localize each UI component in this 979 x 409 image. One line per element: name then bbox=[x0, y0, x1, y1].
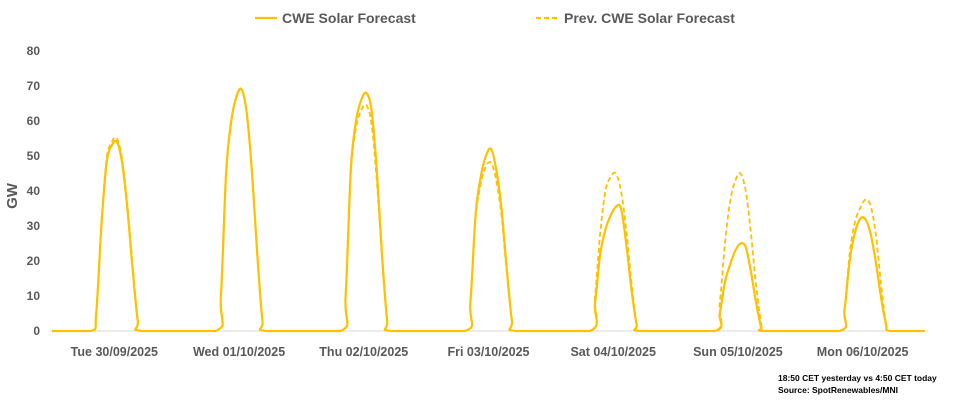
y-tick-label: 10 bbox=[27, 289, 41, 303]
y-tick-label: 80 bbox=[27, 44, 41, 58]
series-line-current bbox=[52, 87, 925, 333]
x-tick-label: Sat 04/10/2025 bbox=[570, 345, 656, 359]
legend: CWE Solar Forecast Prev. CWE Solar Forec… bbox=[255, 10, 735, 26]
y-axis-label: GW bbox=[4, 182, 21, 209]
x-tick-label: Sun 05/10/2025 bbox=[693, 345, 783, 359]
y-tick-label: 50 bbox=[27, 149, 41, 163]
x-tick-label: Thu 02/10/2025 bbox=[319, 345, 408, 359]
y-tick-label: 30 bbox=[27, 219, 41, 233]
legend-item-current: CWE Solar Forecast bbox=[255, 10, 416, 26]
legend-label-previous: Prev. CWE Solar Forecast bbox=[564, 10, 735, 26]
y-axis-ticks: 0 10 20 30 40 50 60 70 80 bbox=[27, 44, 41, 338]
footnote-comparison: 18:50 CET yesterday vs 4:50 CET today bbox=[778, 373, 937, 383]
series-line-previous bbox=[52, 87, 925, 332]
footnote-source: Source: SpotRenewables/MNI bbox=[778, 385, 898, 395]
y-tick-label: 40 bbox=[27, 184, 41, 198]
x-tick-label: Tue 30/09/2025 bbox=[71, 345, 158, 359]
x-axis-ticks: Tue 30/09/2025 Wed 01/10/2025 Thu 02/10/20… bbox=[71, 345, 909, 359]
y-tick-label: 70 bbox=[27, 79, 41, 93]
legend-item-previous: Prev. CWE Solar Forecast bbox=[536, 10, 735, 26]
x-tick-label: Wed 01/10/2025 bbox=[193, 345, 285, 359]
x-tick-label: Mon 06/10/2025 bbox=[817, 345, 909, 359]
y-tick-label: 0 bbox=[33, 324, 40, 338]
x-tick-label: Fri 03/10/2025 bbox=[447, 345, 529, 359]
y-tick-label: 20 bbox=[27, 254, 41, 268]
y-tick-label: 60 bbox=[27, 114, 41, 128]
legend-label-current: CWE Solar Forecast bbox=[282, 10, 416, 26]
series-lines bbox=[52, 87, 925, 333]
